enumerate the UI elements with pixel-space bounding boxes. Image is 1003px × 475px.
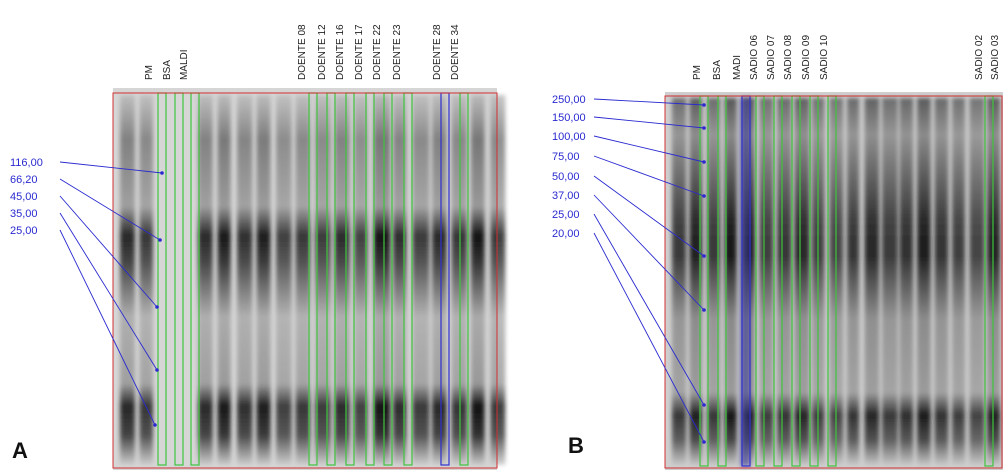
lane-band (198, 95, 213, 465)
marker-line (593, 213, 705, 406)
lanes (120, 92, 1001, 467)
lane-band (934, 98, 949, 466)
marker-line (593, 98, 705, 106)
marker-label: 37,00 (552, 190, 580, 202)
lane-label: DOENTE 34 (450, 24, 461, 80)
lane-band (237, 95, 253, 465)
marker-label: 75,00 (552, 151, 580, 163)
marker-line (59, 195, 158, 308)
lane-band (451, 95, 468, 465)
lane-band (882, 98, 898, 466)
marker-label: 116,00 (10, 157, 43, 169)
lane-band (393, 95, 407, 465)
lane-band (334, 95, 350, 465)
marker-dot (702, 194, 706, 198)
lane-label: MALDI (179, 49, 190, 80)
lane-band (120, 95, 135, 465)
lane-label: DOENTE 16 (335, 24, 346, 80)
lane-label: BSA (712, 60, 723, 80)
marker-line (59, 178, 161, 241)
lane-band (740, 98, 750, 466)
lane-band (412, 95, 430, 465)
marker-dot (702, 160, 706, 164)
lane-band (777, 98, 792, 466)
marker-label: 45,00 (10, 191, 38, 203)
marker-label: 150,00 (552, 112, 586, 124)
lane-label: SADIO 02 (974, 35, 985, 80)
marker-label: 25,00 (552, 209, 580, 221)
marker-dot (158, 238, 162, 242)
marker-dot (702, 308, 706, 312)
marker-line (59, 229, 156, 426)
marker-label: 66,20 (10, 174, 38, 186)
lane-band (724, 98, 737, 466)
lane-label: DOENTE 23 (392, 24, 403, 80)
lane-band (373, 95, 391, 465)
lane-band (217, 95, 231, 465)
lane-band (969, 98, 985, 466)
marker-line (593, 194, 705, 311)
panel-label: A (12, 438, 28, 463)
lane-band (432, 95, 447, 465)
lane-label: SADIO 06 (749, 35, 760, 80)
marker-dot (702, 254, 706, 258)
lane-band (672, 98, 687, 466)
lane-label: DOENTE 08 (297, 24, 308, 80)
marker-line (593, 116, 705, 129)
marker-dot (702, 126, 706, 130)
frame-b (664, 95, 1003, 469)
marker-dot (155, 305, 159, 309)
lane-band (256, 95, 271, 465)
lane-band (354, 95, 368, 465)
marker-dot (160, 171, 164, 175)
lane-label: SADIO 09 (801, 35, 812, 80)
marker-dot (702, 103, 706, 107)
marker-label: 250,00 (552, 94, 586, 106)
lane-label: SADIO 07 (766, 35, 777, 80)
lane-label: BSA (162, 60, 173, 80)
lane-band (295, 95, 311, 465)
marker-label: 35,00 (10, 208, 38, 220)
lane-label: DOENTE 17 (354, 24, 365, 80)
lane-band (899, 98, 914, 466)
marker-line (593, 135, 705, 163)
lane-band (276, 95, 292, 465)
lane-band (864, 98, 880, 466)
marker-dot (702, 403, 706, 407)
marker-label: 20,00 (552, 228, 580, 240)
lane-band (689, 98, 703, 466)
marker-line (59, 161, 163, 174)
panel-label: B (568, 433, 584, 458)
lane-label: SADIO 03 (990, 35, 1001, 80)
lane-label: DOENTE 12 (317, 24, 328, 80)
lane-band (917, 98, 931, 466)
lane-label: PM (144, 65, 155, 80)
marker-line (59, 212, 158, 371)
marker-dot (702, 440, 706, 444)
lane-band (794, 98, 810, 466)
lane-band (139, 95, 153, 465)
lane-label: MADI (732, 55, 743, 80)
lane-label: PM (692, 65, 703, 80)
marker-label: 100,00 (552, 131, 586, 143)
marker-label: 25,00 (10, 225, 38, 237)
lane-band (952, 98, 966, 466)
marker-label: 50,00 (552, 171, 580, 183)
lane-band (490, 95, 506, 465)
marker-dot (155, 368, 159, 372)
lane-band (847, 98, 860, 466)
lane-label: DOENTE 28 (432, 24, 443, 80)
marker-line (593, 232, 705, 443)
marker-line (593, 175, 705, 257)
lane-band (707, 98, 721, 466)
marker-line (593, 155, 705, 197)
lane-label: SADIO 10 (819, 35, 830, 80)
lane-band (471, 95, 485, 465)
lane-band (759, 98, 774, 466)
frame-a (112, 92, 498, 469)
lane-label: SADIO 08 (783, 35, 794, 80)
lane-label: DOENTE 22 (372, 24, 383, 80)
marker-dot (153, 423, 157, 427)
